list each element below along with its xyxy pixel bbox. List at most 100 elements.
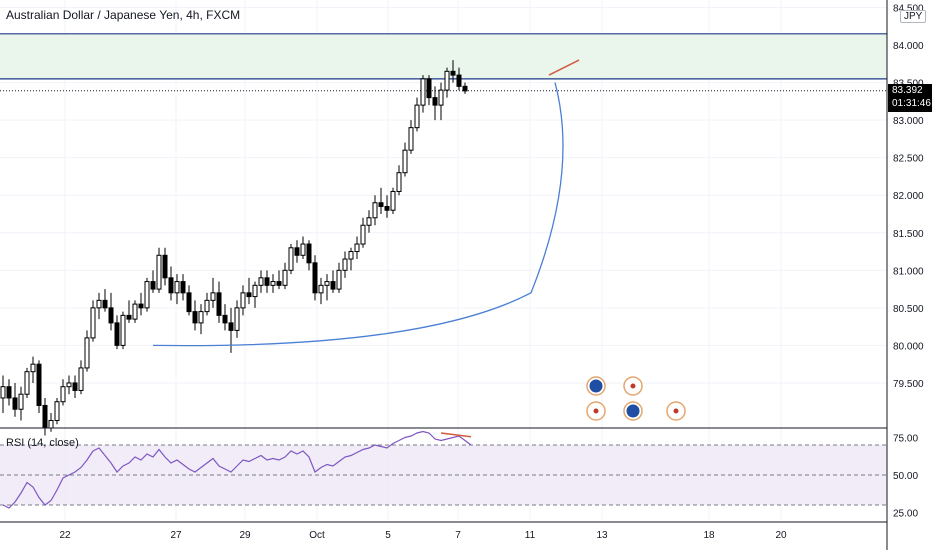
rounded-bottom-curve <box>152 82 564 347</box>
candle <box>156 254 162 290</box>
x-tick-label: 27 <box>170 530 182 541</box>
candle <box>318 284 324 294</box>
x-tick-label: 29 <box>239 530 251 541</box>
candle <box>426 78 432 99</box>
candle <box>372 202 378 219</box>
x-tick-label: 7 <box>455 530 461 541</box>
candle <box>18 393 24 410</box>
rsi-divergence-line <box>440 432 472 438</box>
y-tick-label: 82.000 <box>893 191 924 202</box>
candle <box>264 277 270 286</box>
y-tick-label: 80.500 <box>893 304 924 315</box>
candle <box>78 367 84 391</box>
candle <box>36 363 42 406</box>
y-tick-label: 79.500 <box>893 379 924 390</box>
candle <box>180 281 186 294</box>
candle <box>210 292 216 301</box>
x-tick-label: 5 <box>385 530 391 541</box>
candle <box>186 292 192 313</box>
candle <box>288 247 294 271</box>
candle <box>132 303 138 320</box>
y-tick-label: 81.500 <box>893 229 924 240</box>
rsi-line <box>2 430 472 509</box>
candle <box>270 281 276 286</box>
candle <box>246 292 252 298</box>
currency-badge[interactable]: JPY <box>900 10 927 23</box>
x-tick-label: 20 <box>775 530 787 541</box>
candle <box>444 70 450 91</box>
candle <box>72 382 78 391</box>
candle <box>360 224 366 245</box>
candle <box>114 322 120 346</box>
y-tick-label: 84.000 <box>893 41 924 52</box>
candle <box>42 404 48 429</box>
candle <box>240 292 246 309</box>
candle <box>150 281 156 290</box>
candle <box>252 284 258 298</box>
candle <box>408 127 414 151</box>
candle <box>294 247 300 256</box>
candle <box>300 243 306 256</box>
candle <box>462 85 468 92</box>
candle <box>120 314 126 346</box>
candle <box>216 292 222 316</box>
candle <box>126 314 132 320</box>
candle <box>384 205 390 211</box>
candle <box>276 281 282 286</box>
candle <box>438 89 444 106</box>
event-dot-icon <box>593 408 599 414</box>
rsi-tick-label: 50.00 <box>893 471 918 482</box>
candle <box>282 269 288 286</box>
candle <box>330 281 336 290</box>
rsi-tick-label: 25.00 <box>893 509 918 520</box>
candle <box>336 269 342 290</box>
candle <box>6 386 12 399</box>
candle <box>222 314 228 324</box>
rsi-title: RSI (14, close) <box>6 437 79 449</box>
candle <box>84 337 90 369</box>
candle <box>402 149 408 174</box>
rsi-tick-label: 75.00 <box>893 434 918 445</box>
candle <box>162 254 168 279</box>
candle <box>168 277 174 294</box>
candle <box>414 104 420 129</box>
candle <box>204 299 210 313</box>
y-tick-label: 80.000 <box>893 341 924 352</box>
candle <box>48 419 54 429</box>
candle <box>0 386 6 399</box>
candle <box>66 382 72 388</box>
countdown: 01:31:46 <box>892 98 931 109</box>
candle <box>102 299 108 309</box>
candle <box>420 78 426 106</box>
y-tick-label: 82.500 <box>893 154 924 165</box>
candle <box>174 281 180 294</box>
candle <box>354 243 360 253</box>
candle <box>198 311 204 324</box>
event-dot-icon <box>673 408 679 414</box>
candle <box>450 70 456 76</box>
flag-au-icon <box>589 379 603 393</box>
candle <box>432 97 438 106</box>
x-tick-label: 18 <box>703 530 715 541</box>
candle <box>348 251 354 260</box>
candle <box>312 262 318 294</box>
candle <box>366 217 372 226</box>
chart-title: Australian Dollar / Japanese Yen, 4h, FX… <box>6 8 241 22</box>
candle <box>324 281 330 286</box>
event-dot-icon <box>630 383 636 389</box>
candle <box>192 311 198 324</box>
y-tick-label: 83.000 <box>893 116 924 127</box>
candle <box>144 281 150 309</box>
candle <box>390 190 396 211</box>
candle <box>456 74 462 87</box>
last-price: 83.392 <box>892 85 923 96</box>
candle <box>90 307 96 339</box>
flag-au-icon <box>626 404 640 418</box>
candle <box>24 371 30 395</box>
resistance-zone <box>0 33 887 79</box>
candle <box>12 397 18 410</box>
y-tick-label: 84.500 <box>893 4 924 15</box>
candle <box>258 277 264 286</box>
x-tick-label: 22 <box>59 530 71 541</box>
